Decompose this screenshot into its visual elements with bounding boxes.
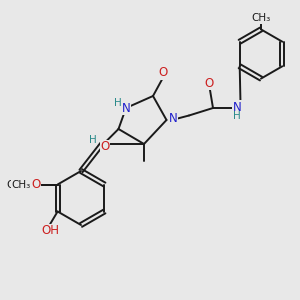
Text: H: H — [88, 135, 96, 146]
Text: O: O — [158, 66, 167, 80]
Text: CH₃: CH₃ — [11, 179, 31, 190]
Text: O: O — [100, 140, 109, 154]
Text: OH: OH — [41, 224, 59, 238]
Text: H: H — [114, 98, 122, 109]
Text: N: N — [232, 101, 242, 114]
Text: N: N — [169, 112, 178, 125]
Text: H: H — [233, 111, 241, 122]
Text: CH₃: CH₃ — [251, 13, 271, 23]
Text: N: N — [122, 101, 130, 115]
Text: CH₃: CH₃ — [7, 179, 26, 190]
Text: O: O — [32, 178, 40, 191]
Text: O: O — [31, 178, 40, 191]
Text: O: O — [205, 77, 214, 90]
